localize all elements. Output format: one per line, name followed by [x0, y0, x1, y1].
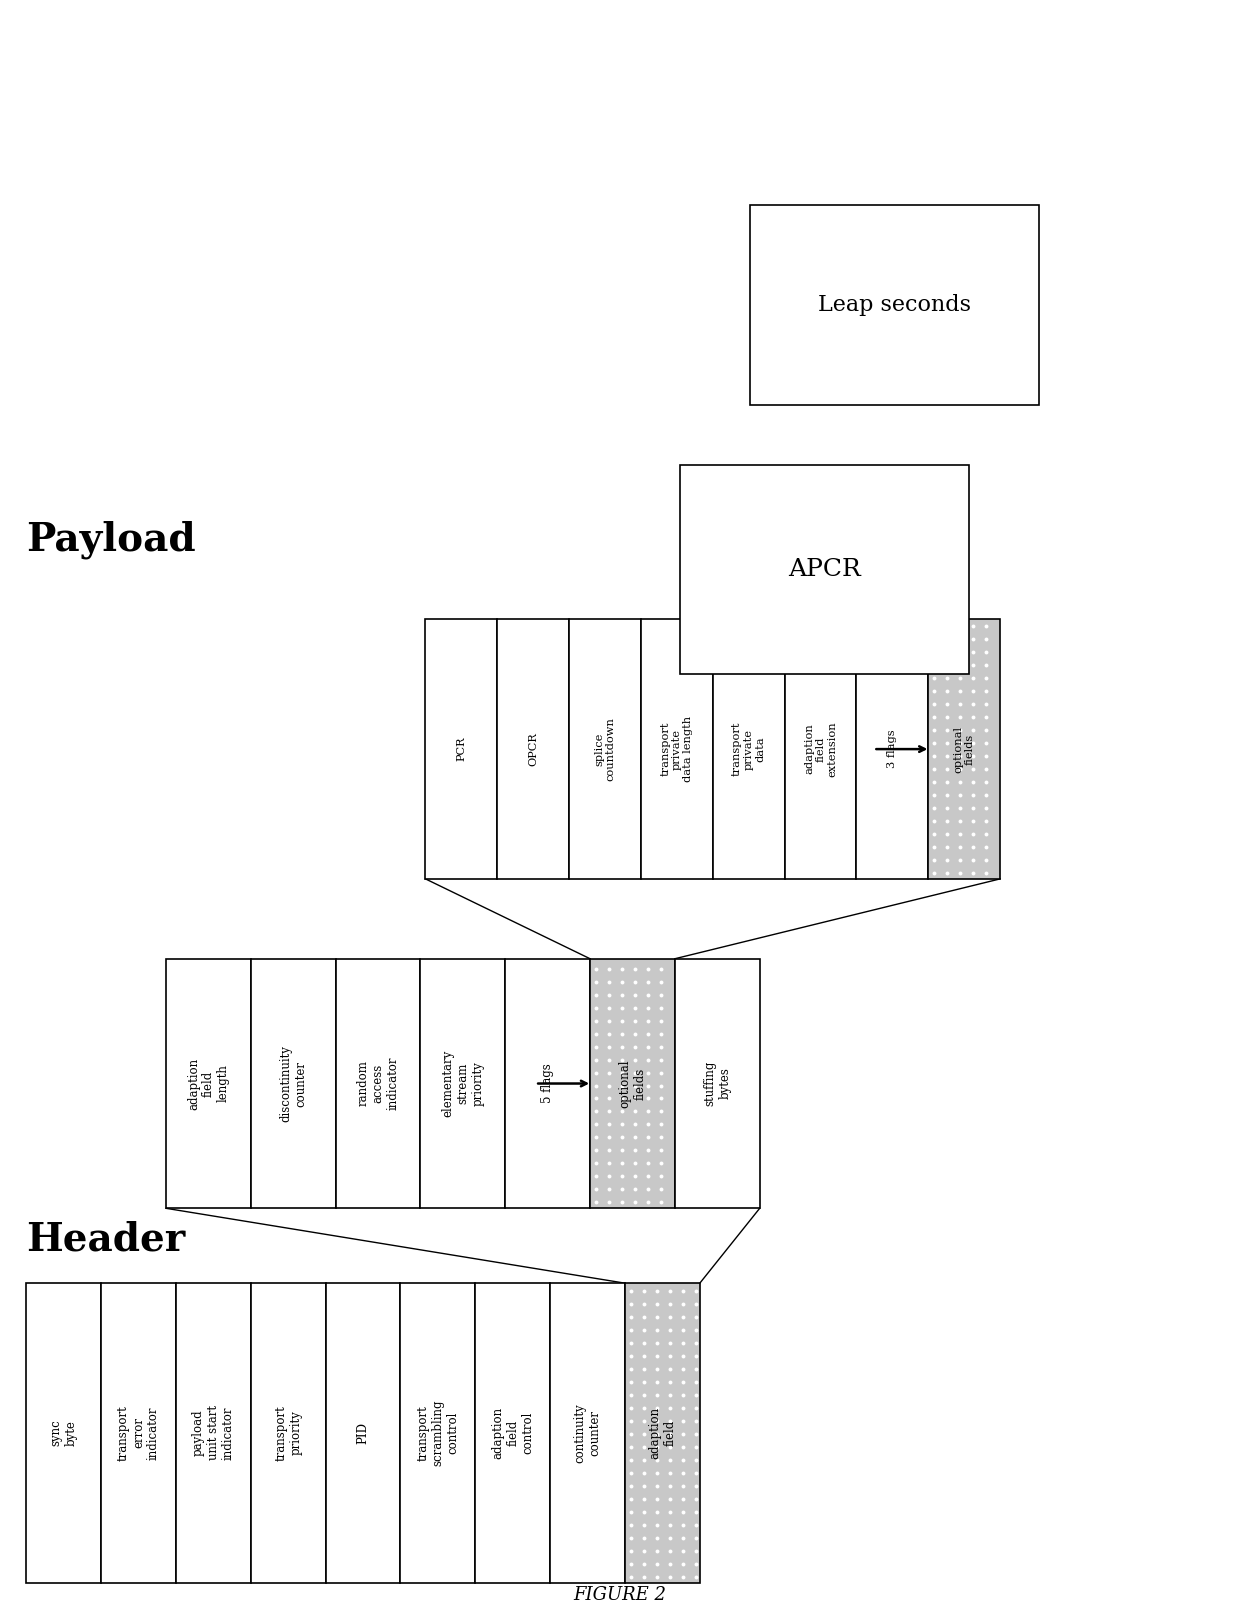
- Bar: [857, 620, 929, 880]
- Bar: [929, 620, 1001, 880]
- Bar: [551, 1283, 625, 1583]
- Text: OPCR: OPCR: [528, 733, 538, 767]
- Bar: [505, 959, 590, 1209]
- Text: optional
fields: optional fields: [619, 1059, 646, 1107]
- Bar: [425, 620, 497, 880]
- Bar: [176, 1283, 250, 1583]
- Text: optional
fields: optional fields: [954, 726, 975, 773]
- Bar: [750, 205, 1039, 405]
- Text: discontinuity
counter: discontinuity counter: [279, 1046, 308, 1122]
- Bar: [250, 1283, 326, 1583]
- Text: transport
private
data length: transport private data length: [660, 717, 693, 783]
- Text: PCR: PCR: [456, 736, 466, 762]
- Bar: [26, 1283, 102, 1583]
- Text: Leap seconds: Leap seconds: [818, 294, 971, 316]
- Text: transport
scrambling
control: transport scrambling control: [417, 1399, 459, 1466]
- Text: Payload: Payload: [26, 521, 196, 560]
- Bar: [590, 959, 675, 1209]
- Text: splice
countdown: splice countdown: [594, 717, 616, 781]
- Text: transport
error
indicator: transport error indicator: [117, 1406, 160, 1461]
- Bar: [401, 1283, 475, 1583]
- Text: adaption
field
control: adaption field control: [491, 1407, 534, 1459]
- Bar: [250, 959, 336, 1209]
- Text: continuity
counter: continuity counter: [574, 1403, 601, 1462]
- Text: FIGURE 2: FIGURE 2: [573, 1585, 667, 1604]
- Text: transport
private
data: transport private data: [732, 721, 765, 776]
- Text: random
access
indicator: random access indicator: [357, 1057, 399, 1110]
- Text: adaption
field
length: adaption field length: [187, 1057, 229, 1109]
- Bar: [102, 1283, 176, 1583]
- Bar: [680, 465, 970, 675]
- Bar: [625, 1283, 699, 1583]
- Bar: [420, 959, 505, 1209]
- Text: 5 flags: 5 flags: [541, 1064, 554, 1104]
- Bar: [641, 620, 713, 880]
- Text: adaption
field: adaption field: [649, 1407, 676, 1459]
- Bar: [475, 1283, 551, 1583]
- Text: 3 flags: 3 flags: [888, 730, 898, 768]
- Text: PID: PID: [357, 1422, 370, 1445]
- Bar: [713, 620, 785, 880]
- Text: payload
unit start
indicator: payload unit start indicator: [192, 1406, 234, 1461]
- Text: elementary
stream
priority: elementary stream priority: [441, 1049, 485, 1117]
- Bar: [569, 620, 641, 880]
- Bar: [675, 959, 760, 1209]
- Bar: [326, 1283, 401, 1583]
- Bar: [497, 620, 569, 880]
- Bar: [785, 620, 857, 880]
- Text: Header: Header: [26, 1220, 186, 1259]
- Text: stuffing
bytes: stuffing bytes: [703, 1060, 732, 1106]
- Text: APCR: APCR: [789, 558, 861, 581]
- Text: adaption
field
extension: adaption field extension: [804, 721, 837, 776]
- Bar: [166, 959, 250, 1209]
- Bar: [336, 959, 420, 1209]
- Text: sync
byte: sync byte: [50, 1420, 78, 1446]
- Text: transport
priority: transport priority: [274, 1406, 303, 1461]
